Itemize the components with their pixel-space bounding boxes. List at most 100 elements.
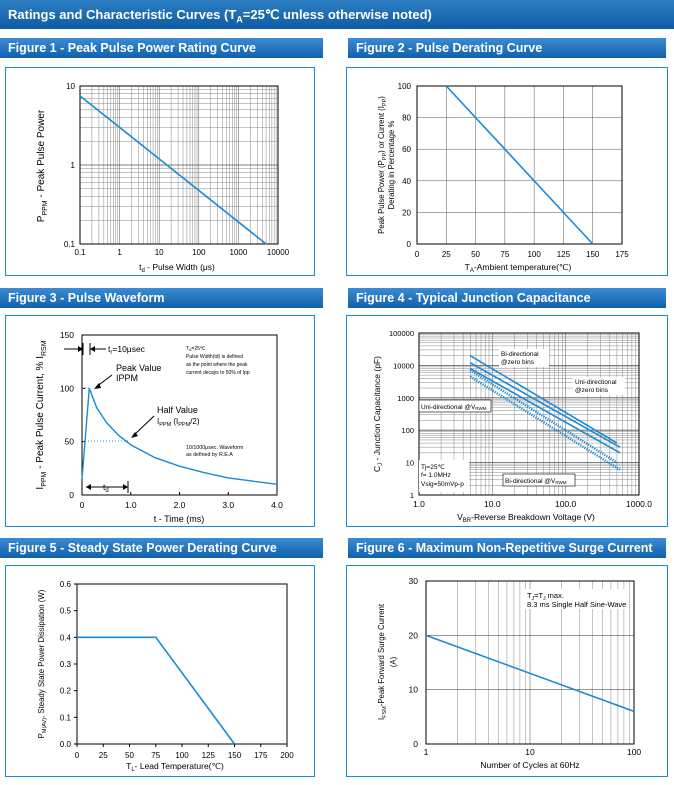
- figure5-xtick-label: 150: [228, 751, 242, 760]
- figure4-xtick-label: 10.0: [484, 499, 501, 509]
- figure6-note-bg: [524, 589, 626, 609]
- figure1-ytick-label: 1: [71, 161, 76, 170]
- figure3-peak-arrowhead: [94, 383, 101, 389]
- figure1-xtick-label: 10000: [267, 248, 290, 257]
- figure1-ylabel: PPPM - Peak Pulse Power: [36, 109, 49, 222]
- figure2-xlabel: TA-Ambient temperature(℃): [465, 262, 572, 274]
- figure2-xtick-label: 150: [586, 250, 600, 259]
- figure3-note2: Pulse Width(td) is defined: [186, 354, 243, 360]
- figure3-xtick-label: 0: [80, 500, 85, 510]
- figure3-ytick-label: 150: [60, 330, 74, 340]
- figure6-ylabel1: IFSM-Peak Forward Surge Current: [377, 603, 388, 720]
- figure5-ytick-label: 0.3: [60, 660, 72, 669]
- figure3-xtick-label: 3.0: [222, 500, 234, 510]
- figure3-title: Figure 3 - Pulse Waveform: [0, 288, 323, 308]
- figure2-ytick-label: 20: [402, 208, 411, 217]
- figure5-ytick-label: 0.2: [60, 687, 72, 696]
- figure5-ytick-label: 0.6: [60, 580, 72, 589]
- figure1-xlabel: td - Pulse Width (μs): [139, 262, 215, 274]
- figure4-ytick-label: 1000: [397, 394, 414, 403]
- figure5-xtick-label: 50: [125, 751, 134, 760]
- figure2-xtick-label: 175: [615, 250, 629, 259]
- figure1-xtick-label: 100: [192, 248, 206, 257]
- figure4-cond3: Vsig=50mVp-p: [421, 481, 464, 488]
- figure1-xtick-label: 1000: [230, 248, 248, 257]
- figure2-ytick-label: 40: [402, 177, 411, 186]
- figure4-cond2: f= 1.0MHz: [421, 472, 451, 479]
- figure1-xtick-label: 0.1: [74, 248, 86, 257]
- figure5-xtick-label: 75: [151, 751, 160, 760]
- figure2-title: Figure 2 - Pulse Derating Curve: [348, 38, 666, 58]
- figure2-ylabel1: Peak Pulse Power (PPP) or Current (IPP): [377, 96, 388, 234]
- figure3-ylabel: IPPM - Peak Pulse Current, % IRSM: [35, 340, 48, 489]
- figure2-xtick-label: 50: [471, 250, 480, 259]
- figure4-bizero-label2: @zero bins: [501, 359, 535, 366]
- figure3-td-arrowhead-right: [123, 484, 128, 490]
- figure4-series-line-5: [469, 375, 621, 471]
- figure4-biv-label: Bi-directional @VRWM: [505, 478, 567, 485]
- figure4-xtick-label: 100.0: [555, 499, 577, 509]
- figure2-box: [346, 67, 668, 276]
- figure6-xtick-label: 100: [627, 747, 641, 757]
- figure4-univ-box: [418, 399, 492, 413]
- figure2-series-line: [445, 85, 594, 245]
- figure6-ytick-label: 30: [409, 576, 419, 586]
- figure3-xtick-label: 1.0: [125, 500, 137, 510]
- figure1-plot-frame: [79, 85, 279, 245]
- figure1-series-line: [79, 95, 267, 245]
- figure6-ytick-label: 20: [409, 630, 419, 640]
- figure4-series-line-4: [469, 369, 618, 464]
- figure2-xtick-label: 125: [557, 250, 571, 259]
- figure2-ytick-label: 60: [402, 145, 411, 154]
- figure5-ytick-label: 0.4: [60, 633, 72, 642]
- figure4-biv-box: [502, 473, 576, 487]
- figure3-note3: as the point where the peak: [186, 362, 248, 368]
- figure2-plot-frame: [416, 85, 623, 245]
- figure4-cond-bg: [419, 460, 469, 492]
- figure5-box: [5, 565, 315, 777]
- figure5-xtick-label: 100: [175, 751, 189, 760]
- figure6-title: Figure 6 - Maximum Non-Repetitive Surge …: [348, 538, 666, 558]
- figure2-ytick-label: 100: [398, 82, 412, 91]
- figure4-xtick-label: 1000.0: [626, 499, 652, 509]
- figure3-peak-label2: IPPM: [116, 373, 138, 383]
- figure5-xtick-label: 25: [99, 751, 108, 760]
- figure6-plot-frame: [425, 580, 635, 745]
- figure1-title: Figure 1 - Peak Pulse Power Rating Curve: [0, 38, 323, 58]
- figure2-ytick-label: 0: [407, 240, 412, 249]
- figure6-xtick-label: 1: [424, 747, 429, 757]
- figure4-ytick-label: 10: [406, 459, 414, 468]
- figure4-series-line-1: [469, 354, 618, 444]
- figure4-series-line-3: [469, 367, 621, 454]
- figure5-ytick-label: 0.0: [60, 740, 72, 749]
- figure4-univ-label: Uni-directional @VRWM: [421, 404, 487, 411]
- figure3-td-label: td: [103, 482, 109, 494]
- figure4-xlabel: VBR-Reverse Breakdown Voltage (V): [457, 512, 595, 524]
- figure5-xtick-label: 125: [202, 751, 216, 760]
- figure1-ytick-label: 10: [66, 82, 75, 91]
- figure6-note1: TJ=TJ max.: [527, 591, 564, 602]
- figure4-ytick-label: 100000: [389, 329, 414, 338]
- figure4-ytick-label: 10000: [393, 361, 414, 370]
- figure5-xtick-label: 0: [75, 751, 80, 760]
- figure4-ytick-label: 100: [401, 426, 414, 435]
- figure5-ylabel: PM(AV), Steady State Power Dissipation (…: [37, 589, 48, 738]
- figure4-ytick-label: 1: [410, 491, 414, 500]
- figure4-unizero-bg: [573, 377, 625, 395]
- figure3-peak-label1: Peak Value: [116, 363, 161, 373]
- figure5-series-line: [77, 636, 236, 745]
- figure4-bizero-label1: Bi-directional: [501, 351, 539, 358]
- figure6-ylabel2: (A): [389, 656, 398, 667]
- figure6-ytick-label: 10: [409, 685, 419, 695]
- figure5-title: Figure 5 - Steady State Power Derating C…: [0, 538, 323, 558]
- figure4-series-line-2: [469, 362, 621, 448]
- figure3-box: [5, 315, 315, 527]
- figure3-half-arrowhead: [131, 432, 138, 438]
- figure2-ytick-label: 80: [402, 114, 411, 123]
- figure4-xtick-label: 1.0: [413, 499, 425, 509]
